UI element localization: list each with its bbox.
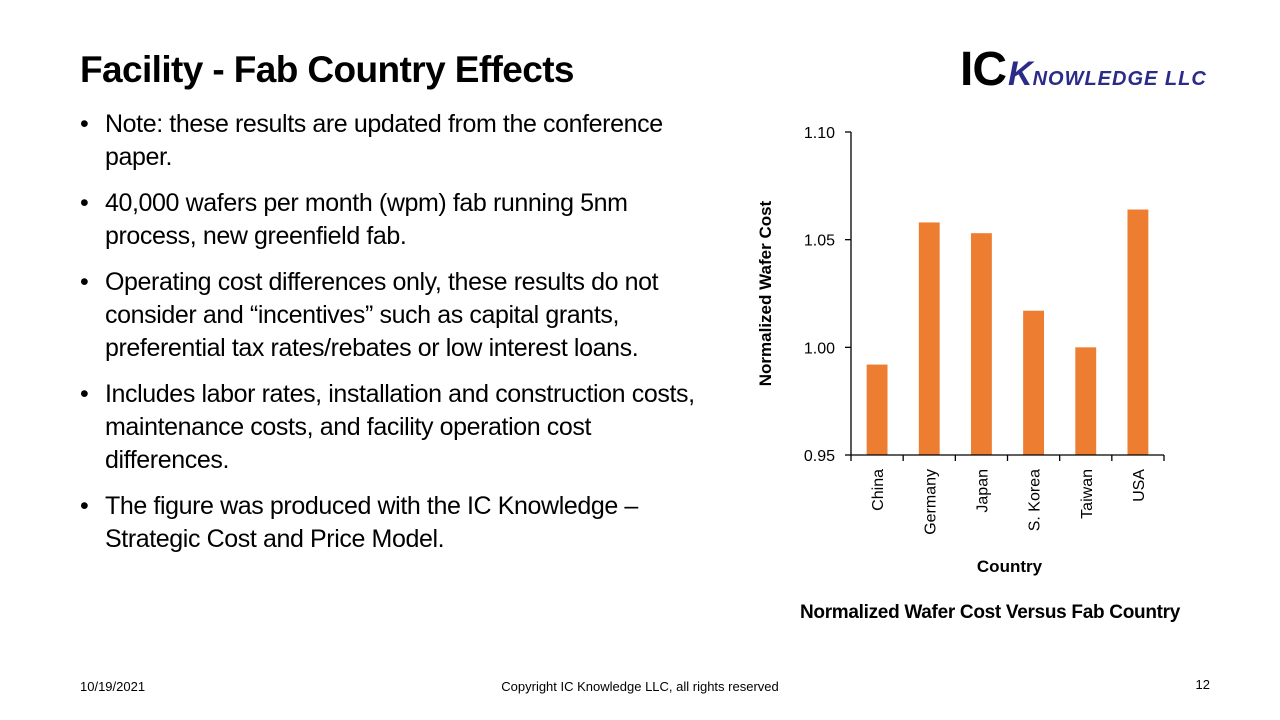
chart-bar <box>866 364 888 455</box>
x-axis-title: Country <box>977 557 1043 576</box>
footer-date: 10/19/2021 <box>80 679 146 694</box>
footer-copyright: Copyright IC Knowledge LLC, all rights r… <box>501 679 779 694</box>
chart-bar <box>918 222 940 455</box>
x-tick-label: S. Korea <box>1027 469 1044 531</box>
y-tick-label: 1.05 <box>804 233 835 250</box>
bullet-item: The figure was produced with the IC Know… <box>80 490 720 556</box>
x-tick-label: Taiwan <box>1079 469 1096 519</box>
x-tick-label: USA <box>1131 469 1148 502</box>
logo-k-text: K <box>1008 55 1033 93</box>
y-tick-label: 0.95 <box>804 448 835 465</box>
bullet-list: Note: these results are updated from the… <box>80 108 720 569</box>
logo-ic-text: IC <box>960 43 1007 96</box>
chart-bar <box>1127 209 1149 455</box>
y-axis-title: Normalized Wafer Cost <box>756 200 775 386</box>
wafer-cost-bar-chart: 0.95 1.00 1.05 1.10 China Germany Japan S. Kore… <box>756 125 1165 576</box>
chart-bar <box>1023 310 1045 455</box>
x-tick-label: China <box>870 469 887 511</box>
x-tick-label: Japan <box>974 469 991 513</box>
chart-bar <box>1075 347 1097 455</box>
bullet-item: Note: these results are updated from the… <box>80 108 720 174</box>
y-tick-label: 1.10 <box>804 125 835 142</box>
bullet-item: Operating cost differences only, these r… <box>80 266 720 365</box>
x-tick-label: Germany <box>922 469 939 535</box>
bullet-item: 40,000 wafers per month (wpm) fab runnin… <box>80 187 720 253</box>
y-tick-label: 1.00 <box>804 340 835 357</box>
company-logo: ICKNOWLEDGE LLC <box>960 42 1207 109</box>
chart-bar <box>970 233 992 455</box>
bullet-item: Includes labor rates, installation and c… <box>80 378 720 477</box>
footer-page-number: 12 <box>1195 677 1210 692</box>
slide-title: Facility - Fab Country Effects <box>80 49 575 90</box>
chart-caption: Normalized Wafer Cost Versus Fab Country <box>799 602 1181 623</box>
logo-nowledge-text: NOWLEDGE LLC <box>1032 68 1207 90</box>
